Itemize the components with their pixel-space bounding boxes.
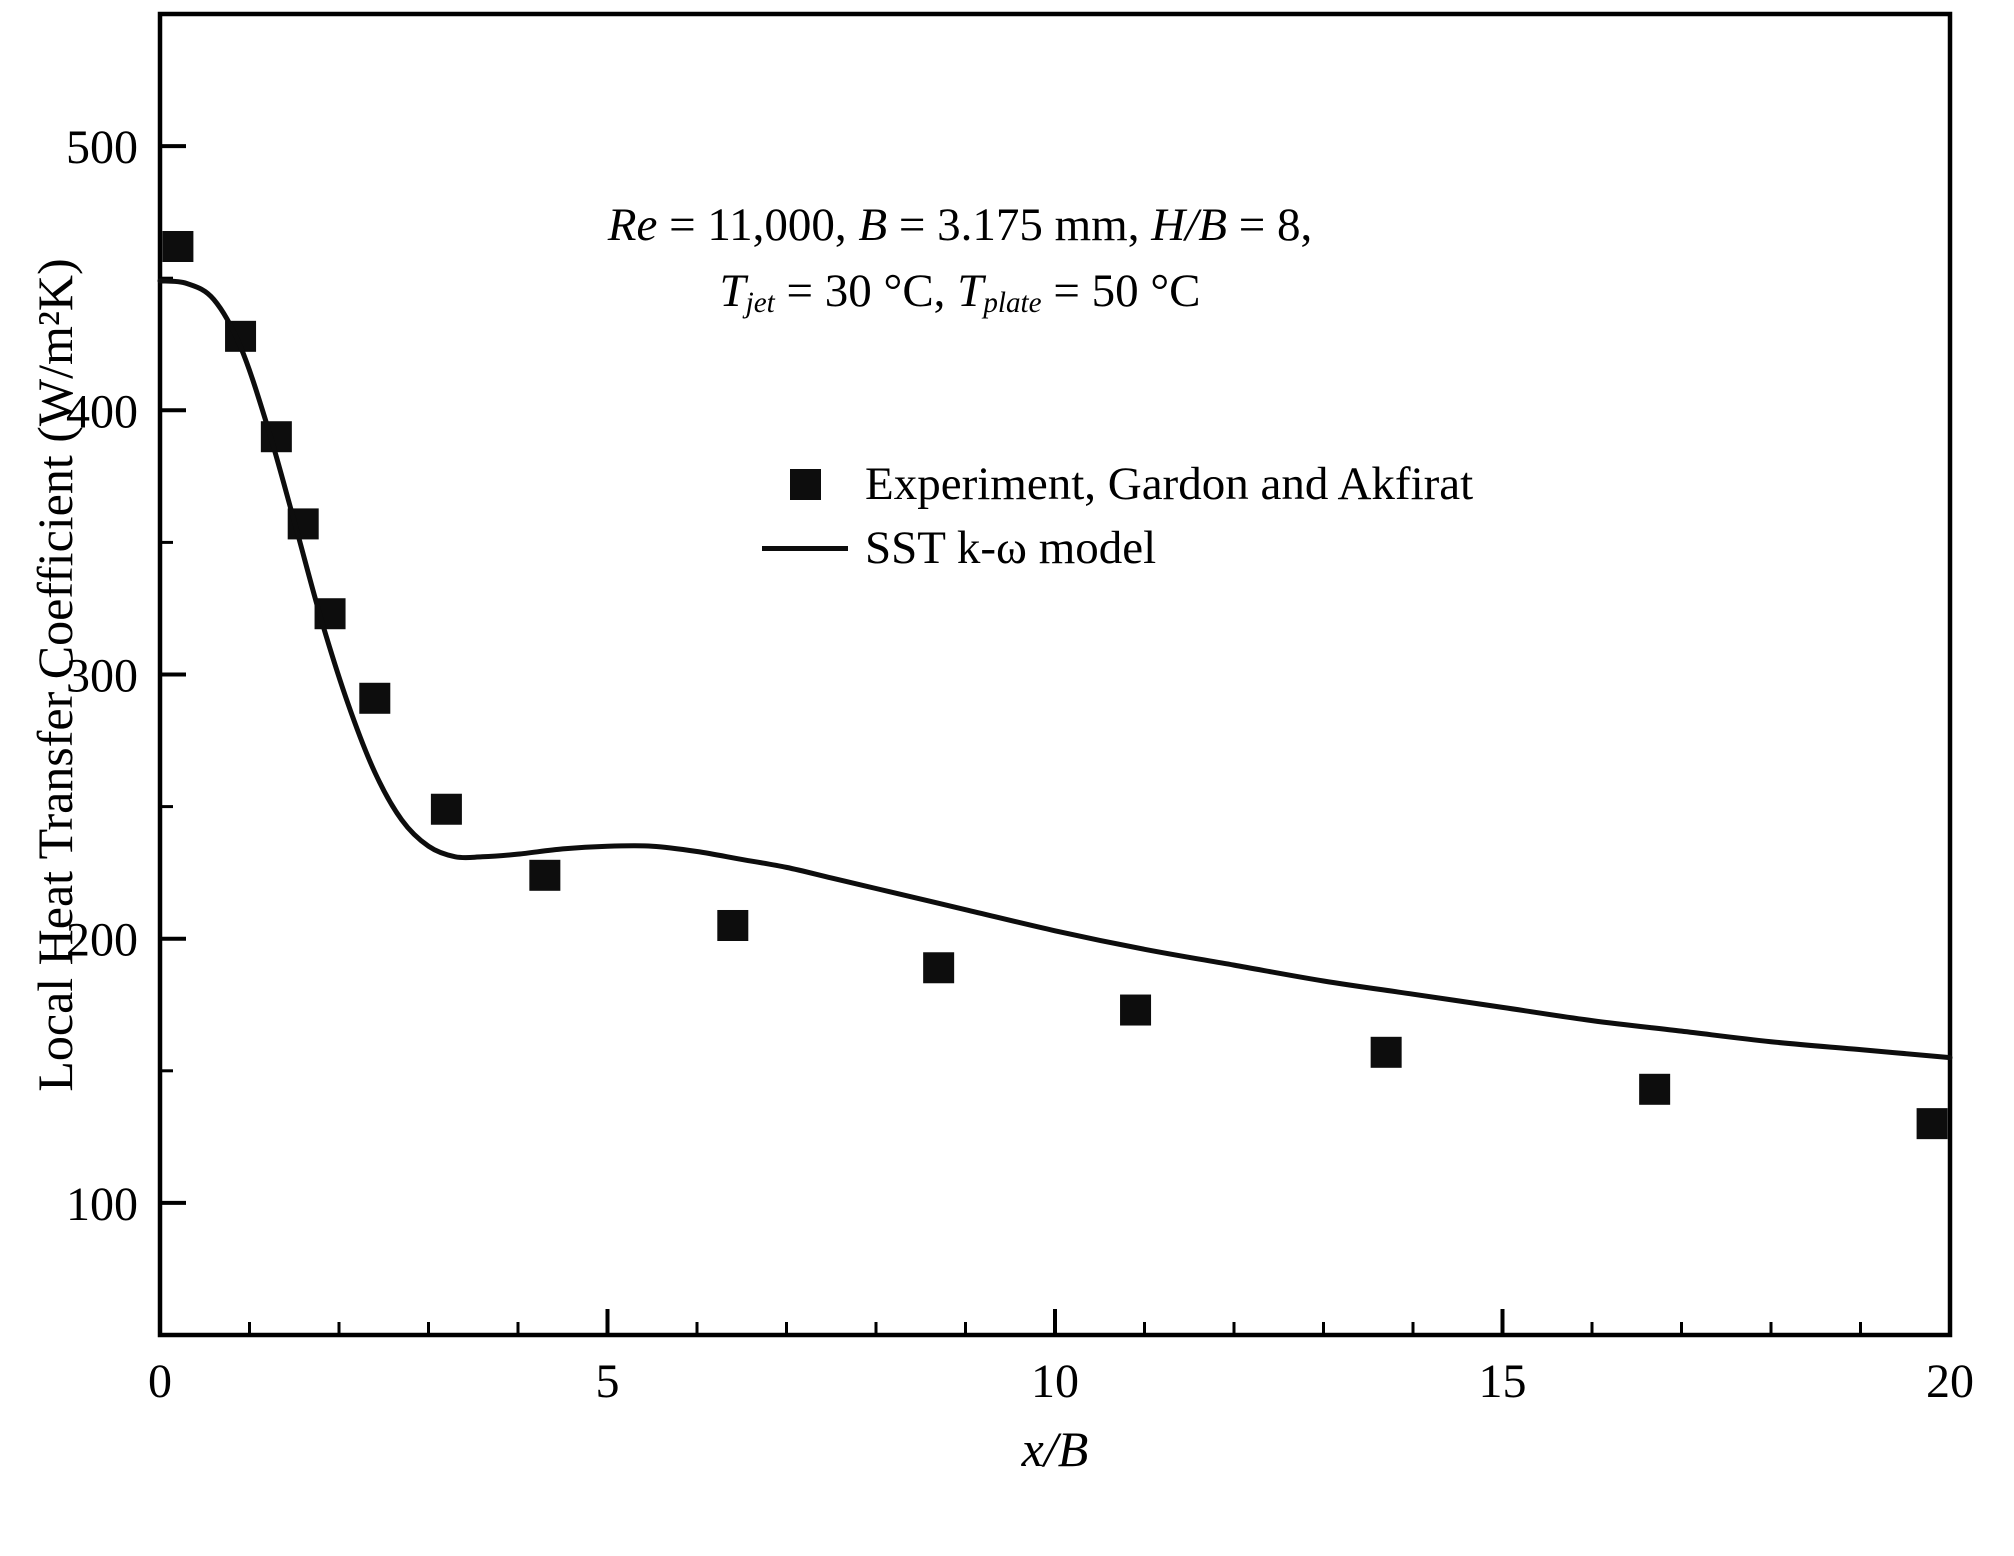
annotation-segment: = 30 °C, xyxy=(774,265,958,317)
legend-item-model: SST k-ω model xyxy=(745,516,1473,580)
y-tick-label: 100 xyxy=(66,1178,138,1231)
legend-item-experiment: Experiment, Gardon and Akfirat xyxy=(745,452,1473,516)
annotation-segment: H/B xyxy=(1151,199,1227,251)
legend-label-experiment: Experiment, Gardon and Akfirat xyxy=(865,458,1474,510)
sst-model-curve xyxy=(157,278,1953,1061)
legend: Experiment, Gardon and Akfirat SST k-ω m… xyxy=(745,452,1473,580)
experiment-data-point xyxy=(717,909,749,941)
x-tick-label: 20 xyxy=(1926,1355,1974,1408)
y-tick-label: 500 xyxy=(66,121,138,174)
experiment-data-point xyxy=(162,230,194,262)
annotation-segment: Re xyxy=(607,199,658,251)
annotation-line-1: Re = 11,000, B = 3.175 mm, H/B = 8, xyxy=(360,192,1560,258)
x-tick-label: 10 xyxy=(1031,1355,1079,1408)
annotation-segment: T xyxy=(719,265,746,317)
experiment-data-point xyxy=(1639,1073,1671,1105)
annotation-segment: = 50 °C xyxy=(1041,265,1201,317)
y-tick-label: 300 xyxy=(66,650,138,703)
experiment-data-point xyxy=(1370,1036,1402,1068)
legend-marker-cell xyxy=(745,468,865,500)
annotation-segment: = 11,000, xyxy=(657,199,859,251)
experiment-data-point xyxy=(529,859,561,891)
annotation-line-2: Tjet = 30 °C, Tplate = 50 °C xyxy=(360,258,1560,336)
y-tick-label: 400 xyxy=(66,385,138,438)
experiment-data-point xyxy=(1916,1108,1948,1140)
legend-line-marker-icon xyxy=(762,545,848,551)
conditions-annotation: Re = 11,000, B = 3.175 mm, H/B = 8, Tjet… xyxy=(360,192,1560,336)
y-axis-title: Local Heat Transfer Coefficient (W/m²K) xyxy=(27,258,83,1092)
x-tick-label: 15 xyxy=(1479,1355,1527,1408)
experiment-data-point xyxy=(359,682,391,714)
y-tick-label: 200 xyxy=(66,914,138,967)
x-tick-label: 5 xyxy=(596,1355,620,1408)
annotation-segment: jet xyxy=(745,286,775,319)
annotation-segment: plate xyxy=(983,286,1042,319)
annotation-segment: = 8, xyxy=(1226,199,1313,251)
legend-square-marker-icon xyxy=(789,468,821,500)
annotation-segment: B xyxy=(858,199,888,251)
experiment-data-point xyxy=(1120,994,1152,1026)
legend-label-model: SST k-ω model xyxy=(865,522,1157,574)
x-axis-title: x/B xyxy=(1021,1421,1089,1477)
x-tick-label: 0 xyxy=(148,1355,172,1408)
annotation-segment: T xyxy=(957,265,984,317)
experiment-data-point xyxy=(923,952,955,984)
legend-marker-cell xyxy=(745,545,865,551)
annotation-segment: = 3.175 mm, xyxy=(887,199,1152,251)
experiment-data-point xyxy=(430,793,462,825)
